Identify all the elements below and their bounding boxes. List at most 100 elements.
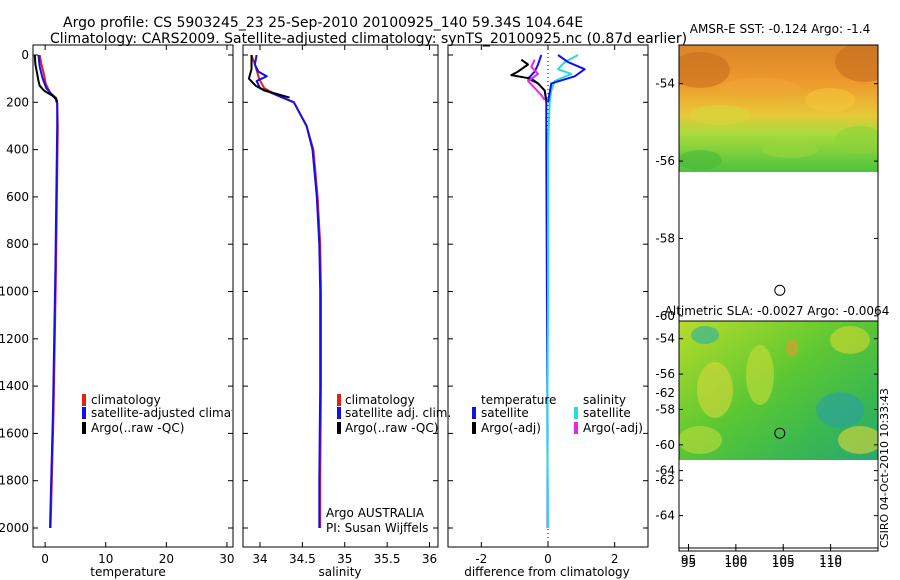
sla-map-title: Altimetric SLA: -0.0027 Argo: -0.0064: [665, 304, 890, 318]
legend-swatch-temp-satellite: [472, 407, 476, 419]
y-tick-label: 200: [6, 95, 29, 109]
lat-tick-label: -60: [655, 309, 675, 323]
lat-tick-label: -60: [655, 438, 675, 452]
x-tick-label: 35: [337, 552, 352, 566]
figure-title-line2: Climatology: CARS2009. Satellite-adjuste…: [50, 31, 687, 47]
series-line-argo-raw-qc-: [33, 54, 58, 103]
x-tick-label: 35.5: [374, 552, 401, 566]
y-tick-label: 1000: [0, 285, 29, 299]
legend-argo: Argo(..raw -QC): [91, 421, 184, 435]
series-line-climatology: [250, 54, 322, 528]
lat-tick-label: -56: [655, 367, 675, 381]
sla-texture: [679, 326, 878, 454]
x-tick-label: 20: [159, 552, 174, 566]
lon-tick-label: 105: [772, 553, 795, 567]
lon-tick-label: 95: [681, 553, 696, 567]
credit-pi: PI: Susan Wijffels: [326, 521, 428, 535]
series-line-salinity-argo-adj-: [527, 59, 546, 101]
legend-satellite-adjusted: satellite-adjusted climatology: [91, 406, 269, 420]
profile-lines: [33, 54, 586, 529]
legend-argo: Argo(..raw -QC): [345, 421, 438, 435]
lat-tick-label: -64: [655, 509, 675, 523]
x-tick-label: 36: [422, 552, 437, 566]
difference-legend: temperature salinity satellite Argo(-adj…: [472, 393, 643, 435]
legend-swatch-climatology: [337, 394, 341, 406]
x-tick-label: -2: [475, 552, 487, 566]
temperature-legend: climatology satellite-adjusted climatolo…: [82, 393, 269, 435]
y-tick-label: 2000: [0, 521, 29, 535]
legend-swatch-sal-satellite: [574, 407, 578, 419]
lon-tick-label: 100: [724, 556, 747, 570]
y-tick-label: 400: [6, 143, 29, 157]
sla-argo-marker: [774, 427, 786, 439]
legend-header-salinity: salinity: [583, 393, 626, 407]
legend-satellite-adj: satellite adj. clim.: [345, 406, 451, 420]
legend-swatch-argo: [337, 422, 341, 434]
legend-swatch-argo: [82, 422, 86, 434]
legend-swatch-sal-argo: [574, 422, 578, 434]
sst-map-frame: [678, 44, 879, 549]
sst-argo-marker: [774, 284, 786, 296]
salinity-xlabel: salinity: [318, 565, 361, 579]
legend-climatology: climatology: [345, 393, 415, 407]
sst-map-title: AMSR-E SST: -0.124 Argo: -1.4: [690, 22, 871, 36]
lon-tick-label: 95: [681, 556, 696, 570]
series-line-argo-raw-qc-: [247, 55, 290, 99]
y-tick-label: 1200: [0, 332, 29, 346]
lat-tick-label: -56: [655, 154, 675, 168]
legend-sal-argo: Argo(-adj): [583, 421, 643, 435]
lat-tick-label: -62: [655, 386, 675, 400]
x-tick-label: 34.5: [289, 552, 316, 566]
y-tick-label: 1800: [0, 474, 29, 488]
x-tick-label: 30: [219, 552, 234, 566]
lat-tick-label: -54: [655, 77, 675, 91]
sst-map-field: [679, 45, 878, 172]
y-tick-label: 800: [6, 237, 29, 251]
legend-sal-satellite: satellite: [583, 406, 631, 420]
salinity-legend: climatology satellite adj. clim. Argo(..…: [326, 393, 451, 535]
legend-temp-argo: Argo(-adj): [481, 421, 541, 435]
sla-map-field: [679, 321, 878, 460]
legend-swatch-temp-argo: [472, 422, 476, 434]
series-line-satellite-minus-climatology-blue-: [547, 54, 586, 103]
lon-tick-label: 100: [724, 553, 747, 567]
x-tick-label: 34: [252, 552, 267, 566]
sst-texture: [679, 45, 878, 170]
series-line-salinity-satellite: [546, 54, 579, 529]
lon-tick-label: 110: [819, 556, 842, 570]
y-tick-label: 1600: [0, 426, 29, 440]
lat-tick-label: -58: [655, 231, 675, 245]
csiro-stamp: CSIRO 04-Oct-2010 10:33:43: [878, 388, 891, 548]
salinity-panel: [242, 44, 439, 548]
credit-argo-australia: Argo AUSTRALIA: [326, 506, 425, 520]
lat-tick-label: -64: [655, 464, 675, 478]
y-tick-label: 0: [21, 48, 29, 62]
legend-temp-satellite: satellite: [481, 406, 529, 420]
figure-title-line1: Argo profile: CS 5903245_23 25-Sep-2010 …: [63, 15, 583, 31]
legend-swatch-climatology: [82, 394, 86, 406]
lon-tick-label: 105: [772, 556, 795, 570]
series-line-satellite-adj-clim-: [253, 54, 322, 528]
legend-swatch-satellite: [337, 407, 341, 419]
legend-climatology: climatology: [91, 393, 161, 407]
sla-map-frame: [678, 320, 879, 552]
lat-tick-label: -62: [655, 473, 675, 487]
series-line-temperature-satellite: [527, 54, 549, 529]
y-tick-label: 600: [6, 190, 29, 204]
lat-tick-label: -54: [655, 332, 675, 346]
series-line-temperature-argo-adj-: [510, 58, 548, 101]
series-line-satellite-adjusted-climatology: [37, 54, 59, 529]
lat-tick-label: -58: [655, 402, 675, 416]
difference-xlabel: difference from climatology: [464, 565, 630, 579]
x-tick-label: 2: [611, 552, 619, 566]
legend-header-temperature: temperature: [481, 393, 556, 407]
x-tick-label: 0: [544, 552, 552, 566]
temperature-xlabel: temperature: [90, 565, 165, 579]
lon-tick-label: 110: [819, 553, 842, 567]
temperature-panel: [32, 44, 234, 548]
x-tick-label: 0: [41, 552, 49, 566]
x-tick-label: 10: [98, 552, 113, 566]
axis-ticks: 0 10 20 30020040060080010001200140016001800…: [0, 45, 648, 566]
